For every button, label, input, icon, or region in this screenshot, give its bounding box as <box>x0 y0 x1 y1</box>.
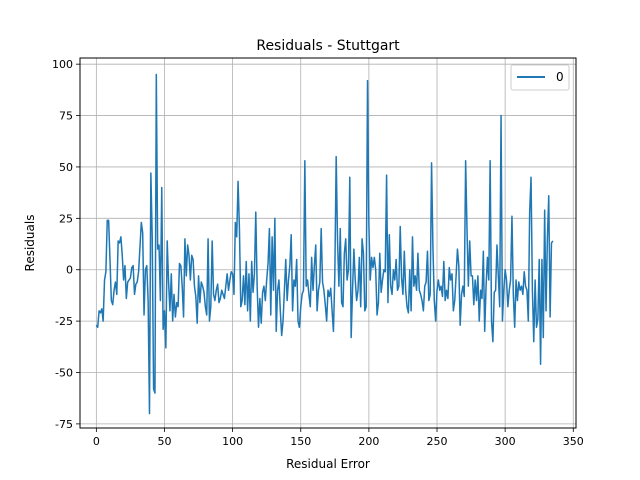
x-axis: 0 50 100 150 200 250 300 350 <box>93 428 584 448</box>
y-tick-label: -25 <box>55 315 73 328</box>
y-tick-label: -50 <box>55 367 73 380</box>
y-tick-label: -75 <box>55 418 73 431</box>
y-axis: -75 -50 -25 0 25 50 75 100 <box>52 58 80 431</box>
y-tick-label: 0 <box>66 264 73 277</box>
x-tick-label: 0 <box>93 435 100 448</box>
y-tick-label: 100 <box>52 58 73 71</box>
series-line-0 <box>95 73 554 415</box>
x-tick-label: 250 <box>427 435 448 448</box>
y-axis-label: Residuals <box>23 215 37 272</box>
legend: 0 <box>510 64 570 91</box>
x-tick-label: 300 <box>495 435 516 448</box>
chart-title: Residuals - Stuttgart <box>256 38 400 54</box>
y-tick-label: 25 <box>59 212 73 225</box>
y-tick-label: 50 <box>59 161 73 174</box>
legend-label: 0 <box>556 70 564 84</box>
x-tick-label: 50 <box>157 435 171 448</box>
x-tick-label: 350 <box>563 435 584 448</box>
x-tick-label: 200 <box>358 435 379 448</box>
x-tick-label: 100 <box>222 435 243 448</box>
y-tick-label: 75 <box>59 110 73 123</box>
plot-frame <box>79 57 577 429</box>
plot-area <box>95 73 554 415</box>
x-tick-label: 150 <box>290 435 311 448</box>
x-axis-label: Residual Error <box>286 457 370 471</box>
